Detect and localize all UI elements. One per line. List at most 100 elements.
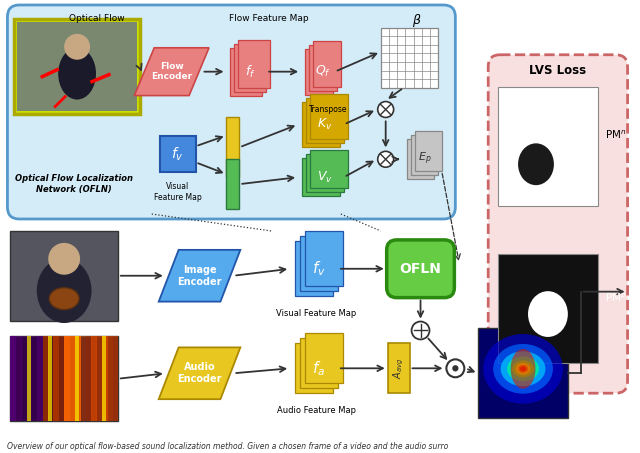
Circle shape: [447, 359, 465, 377]
Bar: [310, 150, 348, 188]
Text: Audio Feature Map: Audio Feature Map: [276, 406, 355, 415]
Ellipse shape: [528, 291, 568, 337]
Bar: [80, 337, 86, 421]
Bar: [48, 337, 54, 421]
Circle shape: [48, 243, 80, 275]
Text: Optical Flow Localization
Network (OFLN): Optical Flow Localization Network (OFLN): [15, 174, 133, 194]
Polygon shape: [134, 48, 209, 96]
Bar: [415, 131, 442, 171]
Text: OFLN: OFLN: [399, 262, 442, 276]
Ellipse shape: [507, 357, 539, 381]
Bar: [295, 241, 333, 296]
Text: β: β: [412, 14, 420, 27]
Bar: [75, 337, 81, 421]
Text: PM$^n$: PM$^n$: [605, 128, 627, 140]
FancyBboxPatch shape: [8, 5, 456, 219]
Ellipse shape: [49, 288, 79, 309]
Circle shape: [452, 365, 458, 371]
Text: $f_v$: $f_v$: [172, 145, 184, 163]
FancyBboxPatch shape: [387, 240, 454, 298]
Bar: [48, 337, 52, 421]
Bar: [300, 338, 338, 388]
Bar: [478, 328, 568, 418]
Bar: [295, 343, 333, 393]
Bar: [37, 337, 43, 421]
Ellipse shape: [518, 365, 528, 373]
Bar: [498, 254, 598, 363]
FancyBboxPatch shape: [488, 55, 628, 393]
Text: Flow
Encoder: Flow Encoder: [151, 62, 192, 82]
Bar: [26, 337, 31, 421]
Ellipse shape: [516, 363, 531, 375]
Bar: [53, 337, 60, 421]
Text: $K_v$: $K_v$: [317, 117, 333, 132]
Bar: [91, 337, 97, 421]
Text: Visual Feature Map: Visual Feature Map: [276, 308, 356, 318]
Bar: [70, 337, 76, 421]
Ellipse shape: [493, 344, 553, 394]
Text: $E_p$: $E_p$: [418, 151, 431, 168]
Text: $f_a$: $f_a$: [312, 359, 326, 378]
Text: Optical Flow: Optical Flow: [69, 14, 125, 23]
Bar: [234, 44, 266, 92]
Bar: [86, 337, 92, 421]
Bar: [32, 337, 38, 421]
Bar: [305, 333, 343, 383]
Text: $V_v$: $V_v$: [317, 169, 333, 185]
Text: Image
Encoder: Image Encoder: [177, 265, 222, 287]
Bar: [302, 158, 340, 196]
Text: PM$^p$: PM$^p$: [605, 291, 627, 304]
Bar: [381, 28, 438, 87]
Bar: [102, 337, 108, 421]
Ellipse shape: [511, 349, 536, 389]
Bar: [498, 87, 598, 206]
Ellipse shape: [518, 143, 554, 185]
Bar: [107, 337, 113, 421]
Bar: [310, 94, 348, 140]
Bar: [305, 49, 333, 95]
Circle shape: [378, 101, 394, 117]
Ellipse shape: [483, 334, 563, 404]
Text: Visual
Feature Map: Visual Feature Map: [154, 182, 202, 202]
Text: $f_v$: $f_v$: [312, 260, 326, 278]
Bar: [309, 45, 337, 91]
Bar: [227, 159, 239, 209]
Bar: [64, 337, 70, 421]
Bar: [10, 337, 118, 421]
Bar: [302, 101, 340, 147]
Text: $Q_f$: $Q_f$: [315, 64, 331, 79]
Bar: [10, 337, 16, 421]
Bar: [411, 135, 438, 175]
Ellipse shape: [520, 366, 526, 371]
Text: Flow Feature Map: Flow Feature Map: [229, 14, 309, 23]
Bar: [227, 117, 239, 177]
Ellipse shape: [500, 352, 545, 386]
Circle shape: [378, 151, 394, 167]
Bar: [21, 337, 27, 421]
Bar: [17, 22, 137, 111]
Polygon shape: [159, 250, 241, 302]
Bar: [10, 231, 118, 321]
Bar: [313, 41, 341, 87]
Bar: [97, 337, 102, 421]
Ellipse shape: [58, 48, 96, 100]
Bar: [102, 337, 106, 421]
Ellipse shape: [36, 258, 92, 323]
Circle shape: [64, 34, 90, 60]
Bar: [113, 337, 118, 421]
Bar: [160, 136, 196, 172]
Bar: [406, 140, 435, 179]
Bar: [306, 154, 344, 192]
Bar: [59, 337, 65, 421]
Polygon shape: [159, 347, 241, 399]
Bar: [26, 337, 33, 421]
Bar: [75, 337, 79, 421]
Bar: [238, 40, 270, 87]
Bar: [306, 97, 344, 143]
Bar: [14, 19, 140, 115]
Bar: [43, 337, 49, 421]
Bar: [305, 231, 343, 286]
Text: LVS Loss: LVS Loss: [529, 64, 586, 77]
Text: $f_f$: $f_f$: [245, 63, 255, 80]
Text: $A_{avg}$: $A_{avg}$: [392, 357, 406, 379]
